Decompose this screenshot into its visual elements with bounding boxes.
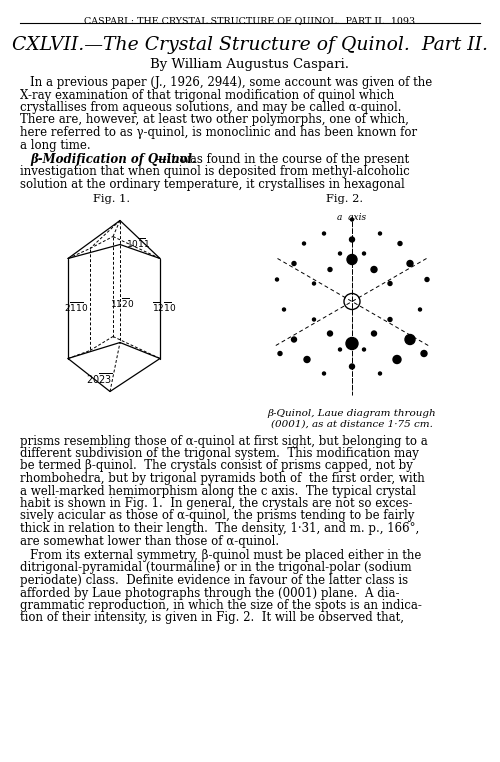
Circle shape: [302, 242, 306, 245]
Circle shape: [393, 356, 401, 363]
Text: a  axis: a axis: [338, 213, 366, 223]
Text: —It was found in the course of the present: —It was found in the course of the prese…: [155, 153, 409, 166]
Circle shape: [388, 281, 392, 286]
Text: tion of their intensity, is given in Fig. 2.  It will be observed that,: tion of their intensity, is given in Fig…: [20, 611, 404, 625]
Circle shape: [276, 278, 278, 281]
Circle shape: [405, 335, 415, 344]
Text: grammatic reproduction, in which the size of the spots is an indica-: grammatic reproduction, in which the siz…: [20, 599, 422, 612]
Circle shape: [338, 252, 342, 255]
Circle shape: [312, 318, 316, 321]
Text: (0001), as at distance 1·75 cm.: (0001), as at distance 1·75 cm.: [271, 420, 433, 428]
Circle shape: [371, 267, 377, 273]
Text: CASPARI : THE CRYSTAL STRUCTURE OF QUINOL.  PART II.  1093: CASPARI : THE CRYSTAL STRUCTURE OF QUINO…: [84, 16, 415, 25]
Circle shape: [350, 218, 354, 221]
Text: a long time.: a long time.: [20, 139, 90, 152]
Text: By William Augustus Caspari.: By William Augustus Caspari.: [150, 58, 350, 71]
Circle shape: [328, 267, 332, 271]
Text: ditrigonal-pyramidal (tourmaline) or in the trigonal-polar (sodium: ditrigonal-pyramidal (tourmaline) or in …: [20, 562, 411, 575]
Text: From its external symmetry, β-quinol must be placed either in the: From its external symmetry, β-quinol mus…: [30, 549, 421, 562]
Circle shape: [388, 318, 392, 322]
Circle shape: [347, 255, 357, 264]
Text: prisms resembling those of α-quinol at first sight, but belonging to a: prisms resembling those of α-quinol at f…: [20, 434, 428, 447]
Text: X-ray examination of that trigonal modification of quinol which: X-ray examination of that trigonal modif…: [20, 88, 394, 101]
Circle shape: [398, 242, 402, 245]
Text: rhombohedra, but by trigonal pyramids both of  the first order, with: rhombohedra, but by trigonal pyramids bo…: [20, 472, 425, 485]
Circle shape: [421, 351, 427, 357]
Circle shape: [292, 337, 296, 342]
Text: Fig. 1.: Fig. 1.: [94, 194, 130, 204]
Text: thick in relation to their length.  The density, 1·31, and m. p., 166°,: thick in relation to their length. The d…: [20, 522, 419, 535]
Text: $20\overline{2}\overline{3}$: $20\overline{2}\overline{3}$: [86, 372, 113, 386]
Circle shape: [322, 372, 326, 375]
Text: In a previous paper (J., 1926, 2944), some account was given of the: In a previous paper (J., 1926, 2944), so…: [30, 76, 432, 89]
Text: β-Modification of Quinol.: β-Modification of Quinol.: [30, 153, 196, 166]
Text: afforded by Laue photographs through the (0001) plane.  A dia-: afforded by Laue photographs through the…: [20, 587, 400, 600]
Text: sively acicular as those of α-quinol, the prisms tending to be fairly: sively acicular as those of α-quinol, th…: [20, 510, 414, 523]
Text: Fig. 2.: Fig. 2.: [326, 194, 364, 204]
Text: crystallises from aqueous solutions, and may be called α-quinol.: crystallises from aqueous solutions, and…: [20, 101, 402, 114]
Text: habit is shown in Fig. 1.  In general, the crystals are not so exces-: habit is shown in Fig. 1. In general, th…: [20, 497, 412, 510]
Circle shape: [378, 232, 382, 235]
Circle shape: [362, 252, 366, 255]
Circle shape: [278, 351, 282, 356]
Text: different subdivision of the trigonal system.  This modification may: different subdivision of the trigonal sy…: [20, 447, 419, 460]
Circle shape: [350, 364, 354, 369]
Circle shape: [338, 348, 342, 351]
Text: here referred to as γ-quinol, is monoclinic and has been known for: here referred to as γ-quinol, is monocli…: [20, 126, 417, 139]
Circle shape: [346, 338, 358, 350]
Text: $10\overline{1}1$: $10\overline{1}1$: [126, 236, 150, 251]
Text: There are, however, at least two other polymorphs, one of which,: There are, however, at least two other p…: [20, 114, 409, 126]
Text: β-Quinol, Laue diagram through: β-Quinol, Laue diagram through: [268, 408, 436, 418]
Circle shape: [350, 237, 354, 242]
Text: a well-marked hemimorphism along the c axis.  The typical crystal: a well-marked hemimorphism along the c a…: [20, 485, 416, 498]
Circle shape: [304, 357, 310, 363]
Circle shape: [312, 282, 316, 285]
Text: be termed β-quinol.  The crystals consist of prisms capped, not by: be termed β-quinol. The crystals consist…: [20, 459, 413, 472]
Text: periodate) class.  Definite evidence in favour of the latter class is: periodate) class. Definite evidence in f…: [20, 574, 408, 587]
Circle shape: [425, 277, 429, 281]
Text: solution at the ordinary temperature, it crystallises in hexagonal: solution at the ordinary temperature, it…: [20, 178, 405, 191]
Circle shape: [407, 261, 413, 267]
Text: $\overline{1}2\overline{1}0$: $\overline{1}2\overline{1}0$: [152, 300, 176, 315]
Circle shape: [378, 372, 382, 375]
Text: are somewhat lower than those of α-quinol.: are somewhat lower than those of α-quino…: [20, 534, 279, 548]
Text: investigation that when quinol is deposited from methyl-alcoholic: investigation that when quinol is deposi…: [20, 165, 410, 178]
Circle shape: [292, 261, 296, 265]
Circle shape: [418, 308, 422, 311]
Circle shape: [328, 331, 332, 336]
Circle shape: [282, 308, 286, 311]
Text: CXLVII.—The Crystal Structure of Quinol.  Part II.: CXLVII.—The Crystal Structure of Quinol.…: [12, 36, 488, 54]
Circle shape: [322, 232, 326, 235]
Text: $11\overline{2}0$: $11\overline{2}0$: [110, 296, 134, 310]
Text: $2\overline{1}\overline{1}0$: $2\overline{1}\overline{1}0$: [64, 300, 88, 315]
Circle shape: [362, 348, 366, 351]
Circle shape: [372, 331, 376, 336]
